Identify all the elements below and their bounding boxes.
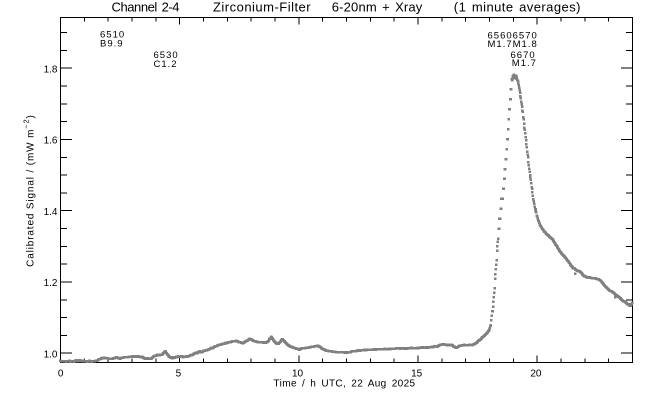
svg-text:Time / h UTC, 22 Aug 2025: Time / h UTC, 22 Aug 2025 [274,379,416,390]
svg-text:6510: 6510 [100,30,125,41]
svg-text:1.4: 1.4 [44,207,58,218]
svg-text:Calibrated Signal / (mW m−2): Calibrated Signal / (mW m−2) [21,115,36,267]
svg-text:(1 minute averages): (1 minute averages) [454,0,581,15]
svg-text:M1.7: M1.7 [512,58,537,69]
svg-text:C1.2: C1.2 [154,59,178,70]
svg-text:6-20nm + Xray: 6-20nm + Xray [332,0,423,15]
svg-text:10: 10 [292,369,304,380]
svg-text:1.8: 1.8 [44,64,58,75]
svg-text:M1.7M1.8: M1.7M1.8 [488,39,538,50]
svg-text:20: 20 [530,369,542,380]
svg-text:6670: 6670 [511,50,536,61]
svg-text:1.0: 1.0 [44,349,58,360]
svg-text:B9.9: B9.9 [100,38,124,49]
svg-text:1.6: 1.6 [44,136,58,147]
svg-text:15: 15 [411,369,423,380]
svg-text:Zirconium-Filter: Zirconium-Filter [213,0,311,15]
svg-text:Channel 2-4: Channel 2-4 [112,0,180,15]
svg-text:65606570: 65606570 [488,31,538,42]
svg-text:5: 5 [176,369,182,380]
svg-text:6530: 6530 [154,50,179,61]
svg-text:1.2: 1.2 [44,278,58,289]
svg-text:0: 0 [58,369,64,380]
